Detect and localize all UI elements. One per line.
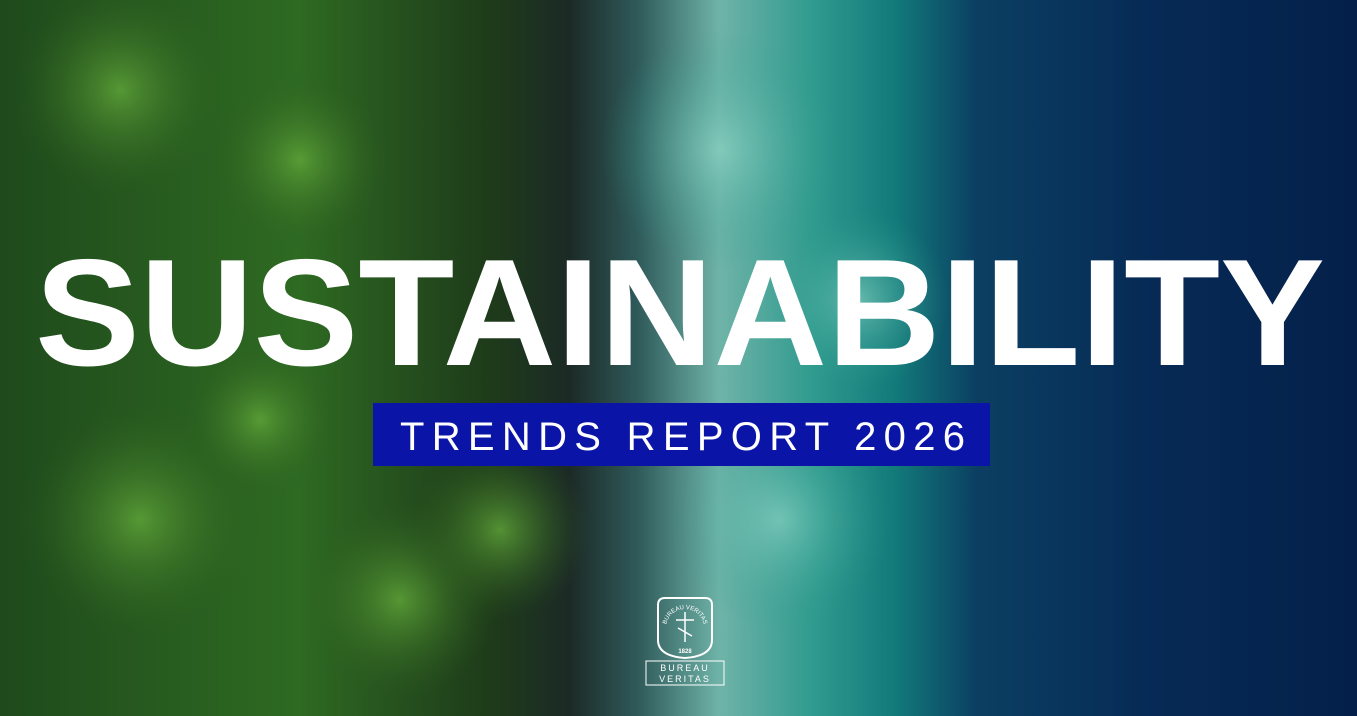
logo-name-line: BUREAU: [660, 663, 710, 673]
title: SUSTAINABILITY: [35, 228, 1325, 398]
subtitle-box: [373, 403, 990, 466]
logo-name-box: [645, 660, 725, 686]
logo-emblem: [657, 597, 713, 660]
subtitle: TRENDS REPORT 2026: [400, 415, 965, 459]
logo-name-line: VERITAS: [659, 674, 711, 684]
logo-figure: [676, 612, 694, 642]
texture: [10, 0, 950, 700]
logo-year: 1828: [678, 649, 692, 655]
